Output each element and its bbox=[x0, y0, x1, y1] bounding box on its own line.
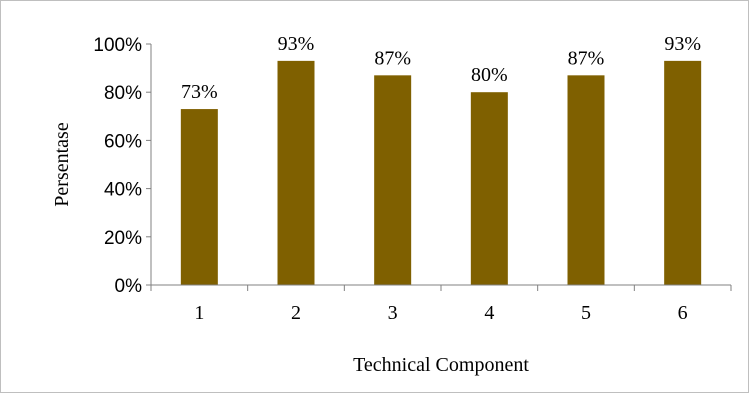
bar bbox=[470, 92, 508, 285]
data-label: 80% bbox=[471, 64, 508, 86]
x-tick-label: 1 bbox=[194, 302, 204, 324]
y-tick-label: 60% bbox=[104, 131, 142, 152]
y-tick-label: 40% bbox=[104, 180, 142, 201]
y-axis-title: Persentase bbox=[51, 122, 73, 207]
bar bbox=[567, 75, 605, 285]
bar bbox=[374, 75, 412, 285]
bars bbox=[180, 60, 702, 286]
y-axis-ticks: 0% 20% 40% 60% 80% 100% bbox=[93, 35, 151, 297]
y-tick-label: 100% bbox=[93, 35, 142, 56]
data-label: 87% bbox=[568, 47, 605, 69]
data-label: 93% bbox=[664, 33, 701, 55]
data-label: 87% bbox=[374, 47, 411, 69]
data-label: 73% bbox=[181, 81, 218, 103]
y-tick-label: 20% bbox=[104, 228, 142, 249]
x-tick-label: 2 bbox=[291, 302, 301, 324]
y-tick-label: 0% bbox=[115, 276, 143, 297]
y-tick-label: 80% bbox=[104, 83, 142, 104]
x-tick-label: 4 bbox=[484, 302, 494, 324]
bar bbox=[180, 109, 218, 285]
data-label: 93% bbox=[278, 33, 315, 55]
bar bbox=[664, 60, 702, 286]
x-axis-ticks: 1 2 3 4 5 6 bbox=[150, 285, 732, 324]
bar bbox=[277, 60, 315, 286]
x-tick-label: 6 bbox=[678, 302, 688, 324]
x-tick-label: 5 bbox=[581, 302, 591, 324]
x-axis-title: Technical Component bbox=[353, 354, 529, 376]
data-labels: 73% 93% 87% 80% 87% 93% bbox=[181, 33, 701, 103]
x-tick-label: 3 bbox=[388, 302, 398, 324]
